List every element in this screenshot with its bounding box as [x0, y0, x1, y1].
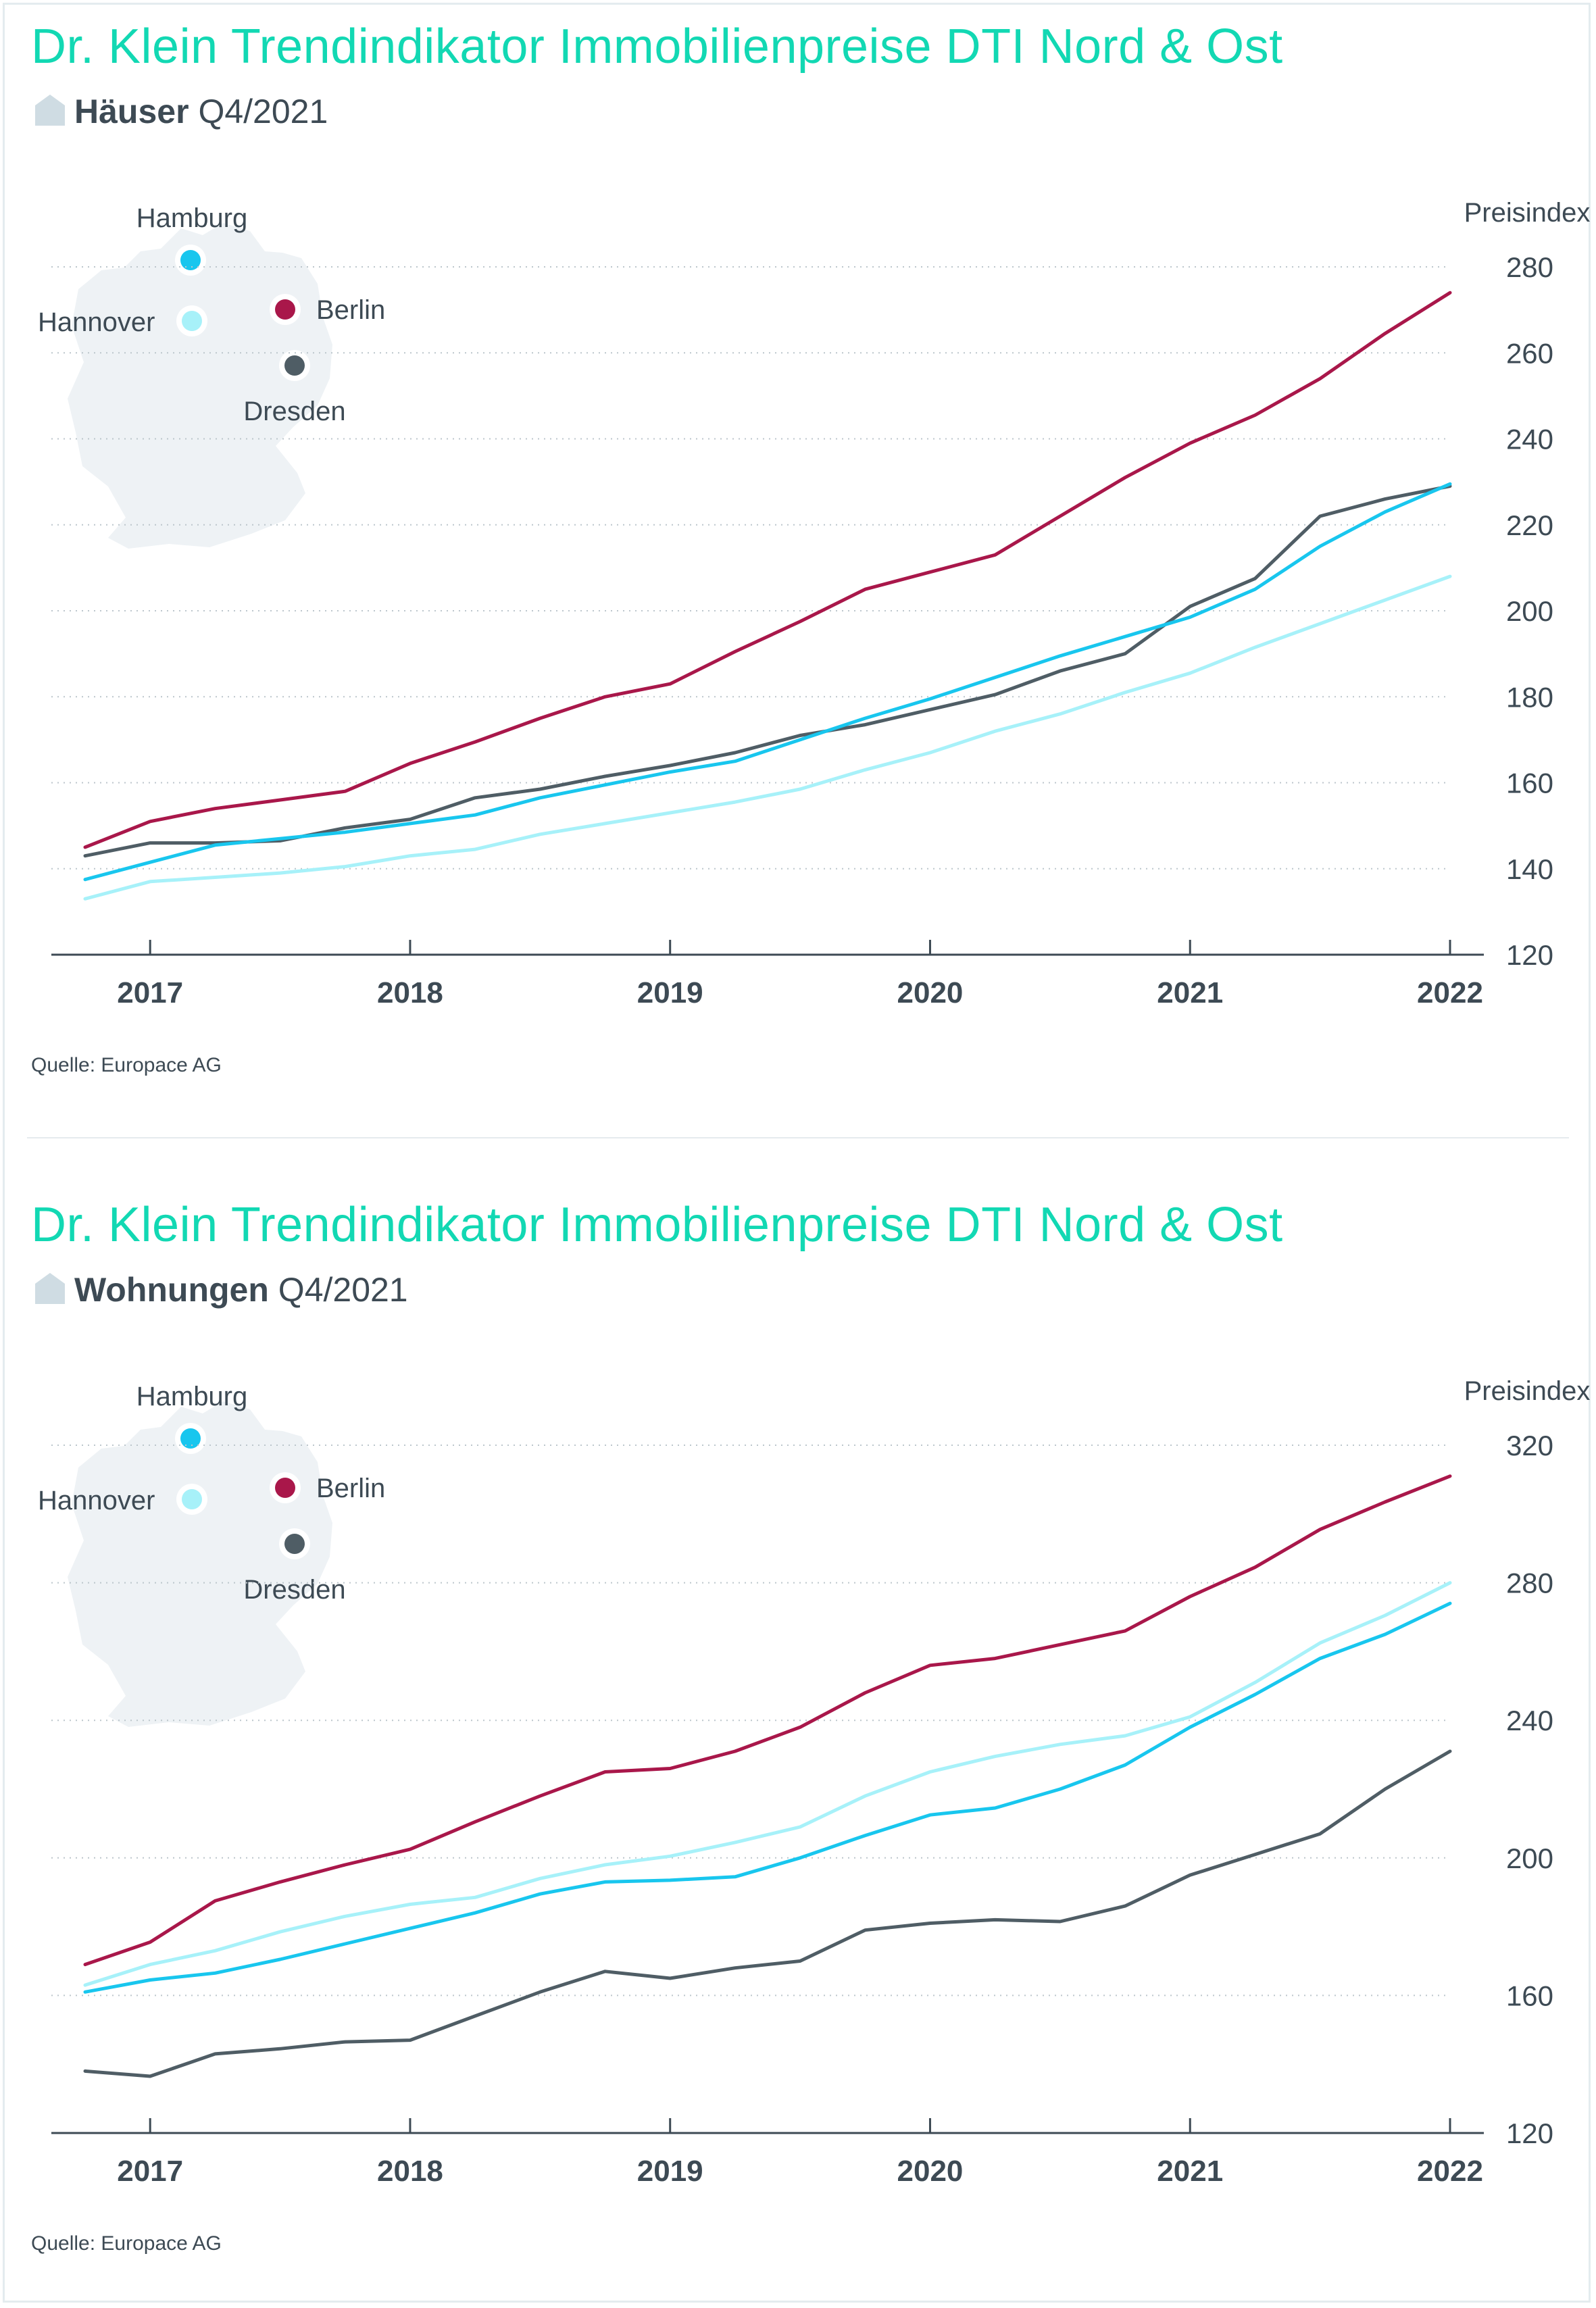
y-tick-label: 260 [1506, 337, 1553, 369]
berlin-dot [275, 1478, 295, 1498]
hannover-label: Hannover [38, 307, 155, 337]
y-tick-label: 240 [1506, 1705, 1553, 1736]
germany-map-shape [68, 1401, 332, 1727]
dresden-label: Dresden [243, 397, 345, 426]
series-line-berlin [83, 291, 1452, 849]
panel-divider [27, 1137, 1569, 1138]
y-tick-label: 120 [1506, 939, 1553, 971]
chart-title: Dr. Klein Trendindikator Immobilienpreis… [31, 20, 1283, 74]
germany-map-shape [68, 223, 332, 549]
series-line-hamburg [83, 482, 1452, 882]
y-tick-label: 120 [1506, 2117, 1553, 2149]
chart-panel-houses: Dr. Klein Trendindikator Immobilienpreis… [0, 0, 1596, 1138]
y-tick-label: 240 [1506, 424, 1553, 455]
legend-hannover: Hannover [38, 305, 207, 337]
x-tick-label: 2021 [1157, 2155, 1223, 2188]
series-line-dresden [83, 1749, 1452, 2078]
hannover-label: Hannover [38, 1486, 155, 1515]
series-line-hannover [83, 1581, 1452, 1987]
plot-area: Preisindex 120 140 160 180 200 220 240 260 280 201… [51, 198, 1590, 1009]
berlin-dot [275, 299, 295, 320]
series-line-hannover [83, 574, 1452, 901]
legend-dresden: Dresden [243, 1528, 346, 1605]
x-tick-label: 2022 [1417, 976, 1483, 1009]
y-tick-label: 160 [1506, 768, 1553, 799]
legend-hannover: Hannover [38, 1484, 207, 1515]
house-icon [35, 95, 65, 126]
x-tick-label: 2019 [637, 2155, 703, 2188]
x-tick-label: 2022 [1417, 2155, 1483, 2188]
y-tick-label: 320 [1506, 1430, 1553, 1461]
legend-hamburg: Hamburg [136, 203, 248, 276]
x-tick-label: 2017 [117, 2155, 183, 2188]
germany-map-legend: Hamburg Hannover Berlin Dresden [38, 1382, 385, 1727]
plot-area: Preisindex 120 160 200 240 280 320 2017 2018 2019… [51, 1376, 1590, 2188]
chart-subtitle: Häuser Q4/2021 [35, 92, 328, 131]
y-axis-label: Preisindex [1464, 1376, 1591, 1406]
line-chart: Hamburg Hannover Berlin Dresden Preisind… [38, 1376, 1590, 2188]
x-tick-label: 2018 [377, 2155, 443, 2188]
hamburg-label: Hamburg [136, 203, 248, 233]
dresden-dot [284, 355, 305, 376]
house-icon [35, 1273, 65, 1304]
y-tick-label: 280 [1506, 1567, 1553, 1599]
berlin-label: Berlin [316, 1474, 385, 1503]
y-tick-label: 140 [1506, 853, 1553, 885]
chart-title: Dr. Klein Trendindikator Immobilienpreis… [31, 1198, 1283, 1252]
subtitle-period: Q4/2021 [198, 93, 328, 130]
infographic-frame [3, 3, 1591, 2303]
y-axis-label: Preisindex [1464, 198, 1591, 228]
x-tick-label: 2021 [1157, 976, 1223, 1009]
legend-dresden: Dresden [243, 350, 346, 426]
hamburg-label: Hamburg [136, 1382, 248, 1411]
line-chart: Hamburg Hannover Berlin Dresden Preisind… [38, 198, 1590, 1009]
x-tick-label: 2019 [637, 976, 703, 1009]
y-tick-label: 160 [1506, 1980, 1553, 2011]
legend-hamburg: Hamburg [136, 1382, 248, 1454]
y-tick-label: 180 [1506, 681, 1553, 713]
y-tick-label: 200 [1506, 1842, 1553, 1874]
dresden-label: Dresden [243, 1575, 345, 1605]
chart-subtitle: Wohnungen Q4/2021 [35, 1270, 408, 1309]
dresden-dot [284, 1534, 305, 1554]
y-tick-label: 220 [1506, 509, 1553, 541]
x-tick-label: 2020 [897, 2155, 964, 2188]
legend-berlin: Berlin [270, 1472, 385, 1503]
x-tick-label: 2020 [897, 976, 964, 1009]
y-tick-label: 200 [1506, 595, 1553, 627]
hannover-dot [182, 1489, 202, 1509]
germany-map-legend: Hamburg Hannover Berlin Dresden [38, 203, 385, 549]
hamburg-dot [180, 250, 201, 270]
series-line-hamburg [83, 1601, 1452, 1994]
chart-panel-apartments: Dr. Klein Trendindikator Immobilienpreis… [0, 1178, 1596, 2308]
subtitle-category: Wohnungen [74, 1271, 269, 1309]
legend-berlin: Berlin [270, 294, 385, 325]
source-note: Quelle: Europace AG [31, 1054, 222, 1076]
x-tick-label: 2017 [117, 976, 183, 1009]
hannover-dot [182, 311, 202, 331]
x-tick-label: 2018 [377, 976, 443, 1009]
series-line-dresden [83, 484, 1452, 858]
source-note: Quelle: Europace AG [31, 2232, 222, 2255]
series-line-berlin [83, 1474, 1452, 1967]
subtitle-category: Häuser [74, 93, 189, 130]
subtitle-period: Q4/2021 [278, 1271, 408, 1309]
berlin-label: Berlin [316, 295, 385, 325]
y-tick-label: 280 [1506, 251, 1553, 283]
hamburg-dot [180, 1428, 201, 1449]
